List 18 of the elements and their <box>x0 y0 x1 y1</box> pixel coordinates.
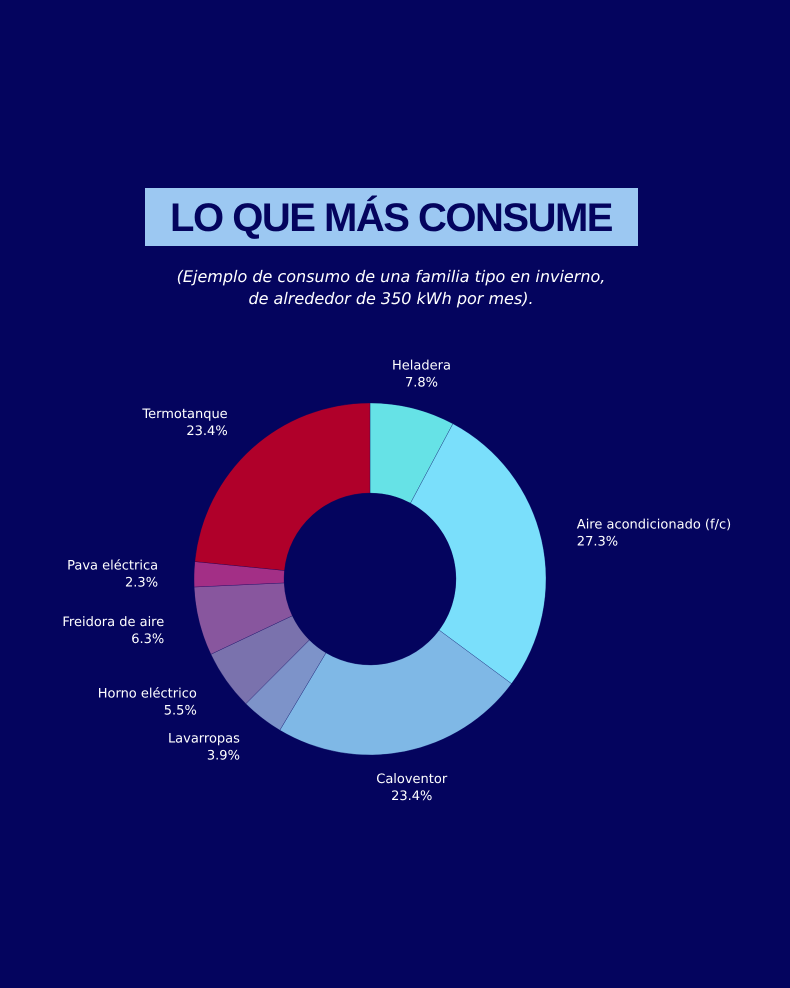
slice-label: Pava eléctrica <box>67 558 158 574</box>
slice-label: Heladera <box>392 358 451 374</box>
data-label: 2.3% <box>125 575 158 590</box>
slice-label: Termotanque <box>141 406 228 422</box>
slice-label: Caloventor <box>376 772 448 787</box>
data-label: 7.8% <box>404 375 438 390</box>
slice-label: Freidora de aire <box>62 615 164 630</box>
chart-title: LO QUE MÁS CONSUME <box>170 195 613 240</box>
data-label: 5.5% <box>164 703 197 718</box>
data-label: 27.3% <box>576 534 618 550</box>
data-label: 6.3% <box>131 632 164 648</box>
data-label: 23.4% <box>391 788 432 804</box>
slice-label: Aire acondicionado (f/c) <box>576 517 732 532</box>
chart-subtitle: (Ejemplo de consumo de una familia tipo en invierno, de alrededor de 350 kWh por mes). <box>176 267 606 308</box>
slice-label: Horno eléctrico <box>98 686 197 702</box>
data-label: 3.9% <box>206 748 240 764</box>
slice-label: Lavarropas <box>168 731 240 746</box>
data-label: 23.4% <box>186 424 228 439</box>
